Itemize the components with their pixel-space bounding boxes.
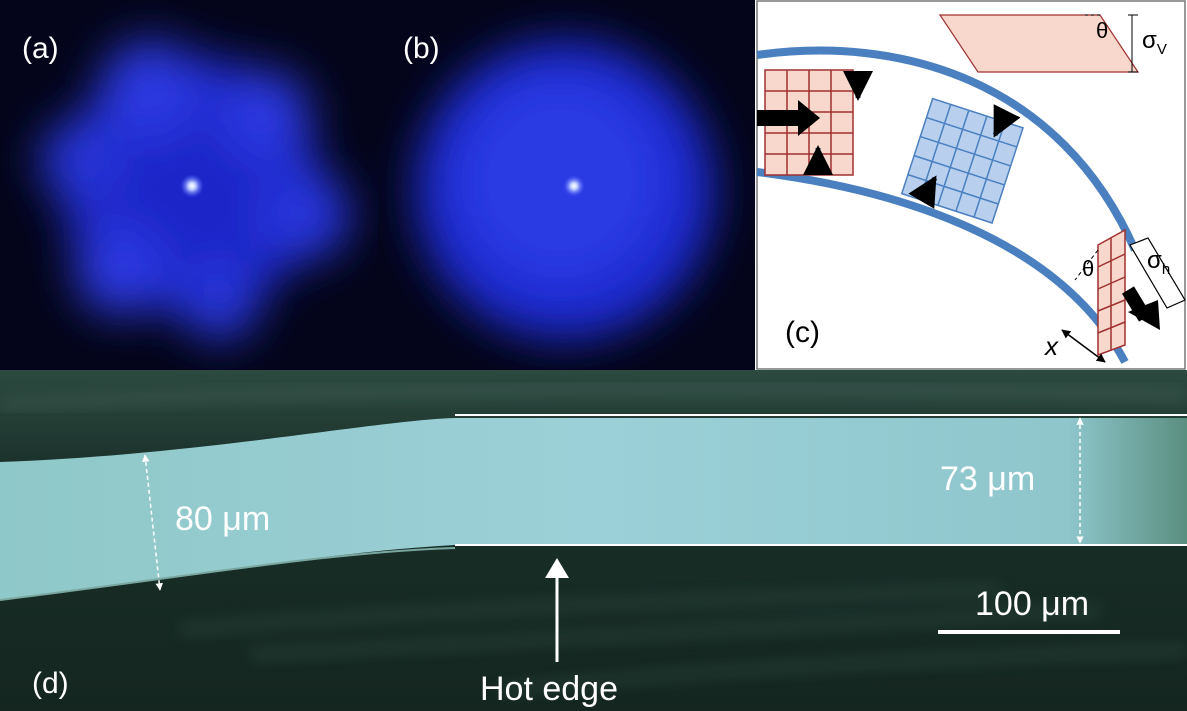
subscript: h (1162, 261, 1170, 278)
panel-label: (d) (32, 667, 69, 700)
panel-label: (c) (785, 316, 820, 349)
measurement: 80 μm (175, 500, 270, 538)
symbol: x (1043, 331, 1059, 361)
scale-label: 100 μm (975, 585, 1089, 623)
symbol: θ (1096, 18, 1108, 43)
panel-label: (a) (22, 32, 59, 65)
symbol: θ (1082, 256, 1094, 281)
figure: (a) (b) θ (0, 0, 1187, 711)
symbol: σ (1147, 247, 1162, 274)
measurement: 73 μm (940, 460, 1035, 498)
symbol: σ (1142, 27, 1157, 54)
panel-d: 80 μm 73 μm 100 μm Hot edge (d) (0, 370, 1187, 711)
panel-a: (a) (0, 0, 378, 370)
panel-c: θ σV θ σh x (c) (757, 1, 1185, 369)
subscript: V (1157, 41, 1167, 58)
panel-b: (b) (378, 0, 755, 370)
panel-label: (b) (403, 32, 440, 65)
element-grid (1098, 230, 1125, 355)
annotation: Hot edge (480, 670, 618, 708)
